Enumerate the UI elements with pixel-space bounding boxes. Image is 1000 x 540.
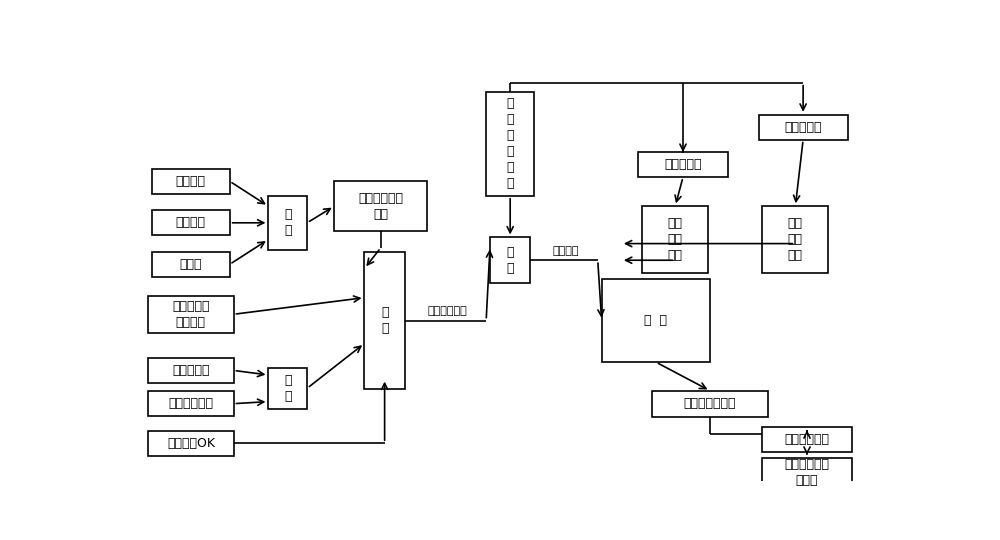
Text: 极连接: 极连接 [180, 258, 202, 271]
Text: 封本站触发脉冲: 封本站触发脉冲 [684, 397, 736, 410]
Bar [642, 206, 708, 273]
Text: 或
门: 或 门 [284, 374, 292, 403]
Bar [152, 168, 230, 194]
Bar [486, 92, 534, 196]
Text: 与  门: 与 门 [644, 314, 667, 327]
Bar [268, 368, 307, 409]
Text: 远方调度控制: 远方调度控制 [168, 397, 213, 410]
Bar [652, 391, 768, 416]
Text: 对站解锁: 对站解锁 [176, 217, 206, 230]
Bar [148, 391, 234, 416]
Bar [268, 196, 307, 250]
Text: 本站定有功
功率控制: 本站定有功 功率控制 [172, 300, 210, 329]
Bar [638, 152, 728, 177]
Bar [334, 181, 427, 231]
Bar [762, 427, 852, 453]
Text: 站间通讯OK: 站间通讯OK [167, 437, 215, 450]
Text: 本站完成闭锁: 本站完成闭锁 [784, 434, 830, 447]
Text: 降无功功率: 降无功功率 [664, 158, 702, 171]
Bar [152, 211, 230, 235]
Text: 本站允许闭锁: 本站允许闭锁 [428, 306, 467, 316]
Bar [148, 358, 234, 383]
Text: 启动闭锁: 启动闭锁 [553, 246, 579, 256]
Text: 与
门: 与 门 [506, 246, 514, 275]
Bar [148, 295, 234, 333]
Bar [364, 252, 405, 389]
Bar [762, 206, 828, 273]
Text: 闭
锁
控
制
指
令: 闭 锁 控 制 指 令 [506, 97, 514, 190]
Bar [490, 238, 530, 283]
Text: 与
门: 与 门 [284, 208, 292, 237]
Text: 无功
功率
为零: 无功 功率 为零 [668, 217, 683, 262]
Text: 信号发往对端
换流站: 信号发往对端 换流站 [784, 458, 830, 487]
Text: 降有功功率: 降有功功率 [784, 120, 822, 134]
Bar [762, 458, 852, 487]
Bar [148, 431, 234, 456]
Text: 与
门: 与 门 [381, 306, 388, 335]
Text: 有功
功率
为零: 有功 功率 为零 [788, 217, 803, 262]
Text: 本站解锁: 本站解锁 [176, 175, 206, 188]
Bar [602, 279, 710, 362]
Bar [759, 114, 848, 140]
Text: 系统层控制: 系统层控制 [172, 364, 210, 377]
Bar [152, 252, 230, 277]
Text: 双端解锁运行
模式: 双端解锁运行 模式 [358, 192, 403, 221]
